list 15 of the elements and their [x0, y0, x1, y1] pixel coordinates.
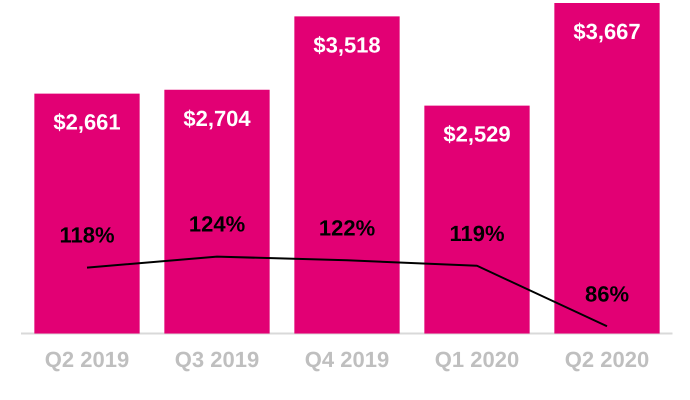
data-label: $2,661	[53, 110, 121, 135]
x-tick-label: Q3 2019	[174, 346, 260, 372]
x-tick-label: Q2 2020	[564, 346, 650, 372]
data-label: $2,704	[183, 106, 252, 131]
x-tick-label: Q1 2020	[434, 346, 520, 372]
data-label: 118%	[59, 222, 115, 248]
data-label: $3,518	[313, 32, 381, 58]
data-label: 122%	[318, 215, 376, 240]
data-label: $2,529	[443, 122, 511, 147]
x-tick-label: Q4 2019	[304, 346, 390, 372]
data-label: 86%	[584, 281, 630, 306]
x-tick-label: Q2 2019	[44, 346, 130, 372]
data-label: 124%	[188, 212, 246, 237]
data-label: 119%	[449, 220, 505, 246]
data-label: $3,667	[573, 19, 641, 44]
